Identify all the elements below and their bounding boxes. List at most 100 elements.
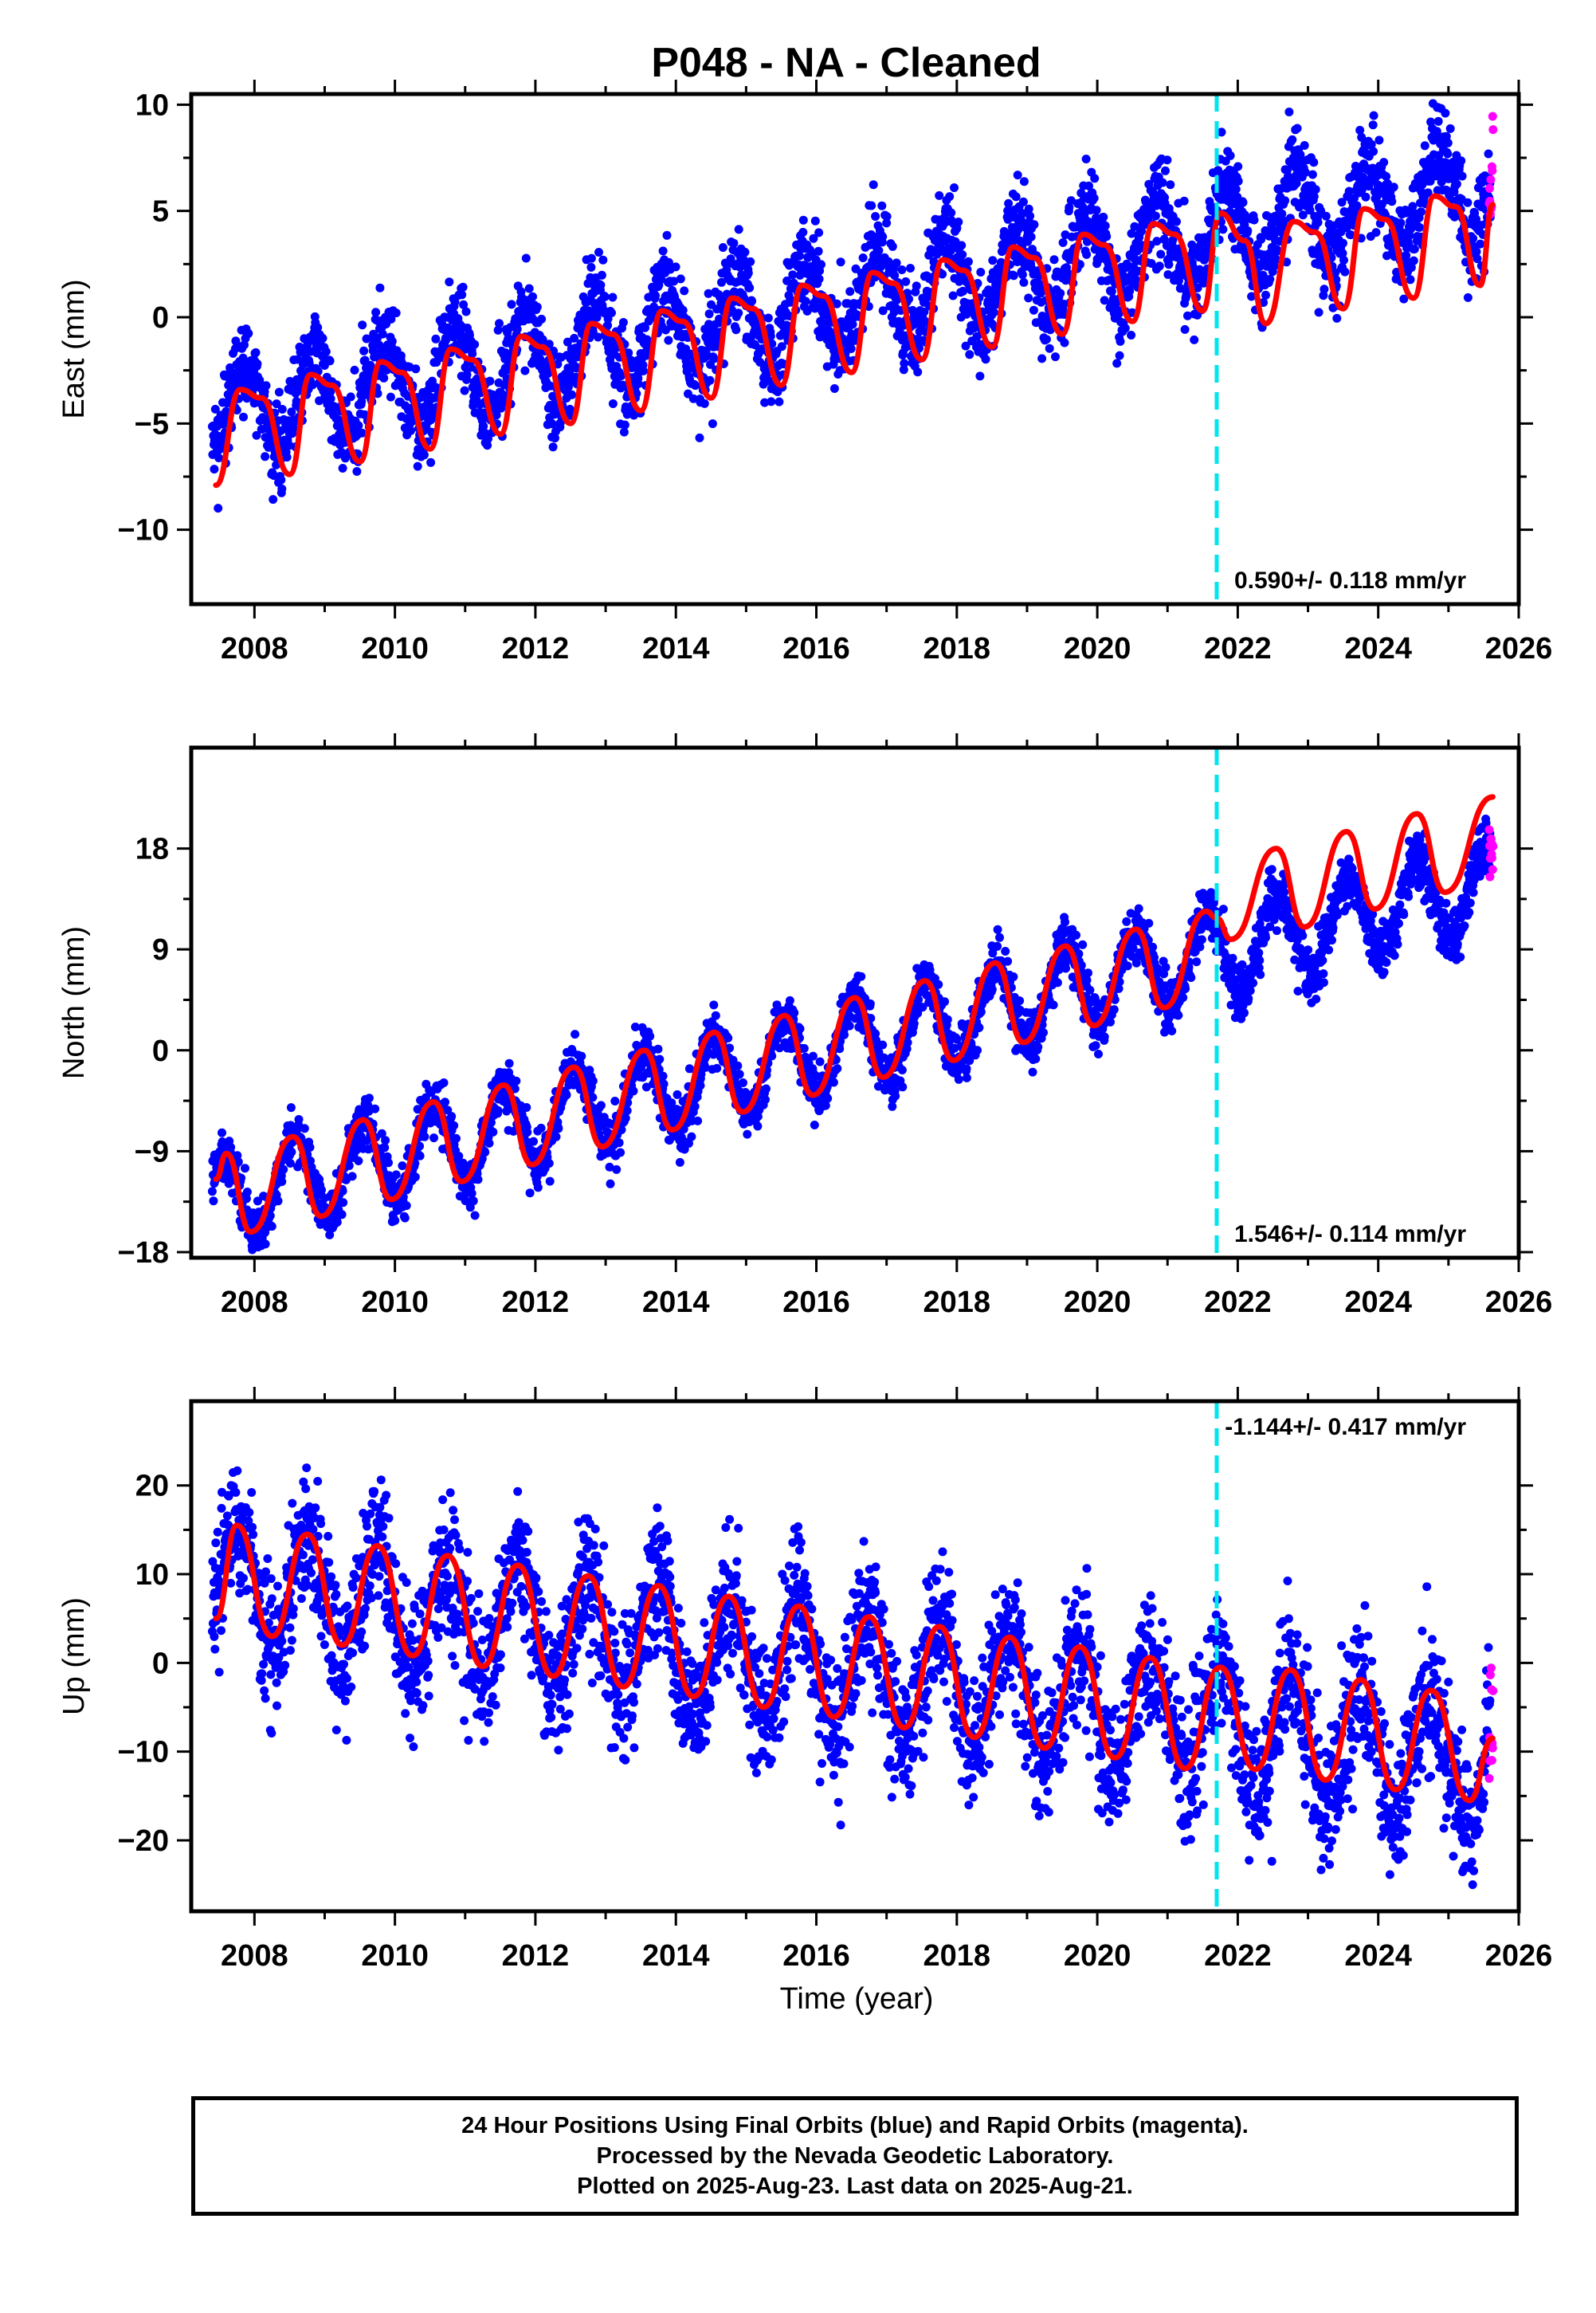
data-point	[1314, 308, 1323, 317]
data-point	[1406, 275, 1415, 285]
data-point	[265, 1211, 275, 1220]
data-point	[267, 1222, 276, 1231]
data-point	[888, 242, 897, 251]
data-point	[1292, 179, 1301, 188]
data-point	[1045, 344, 1054, 353]
data-point	[391, 308, 401, 318]
data-point	[658, 246, 668, 256]
data-point	[945, 192, 955, 202]
data-point	[439, 1078, 449, 1087]
data-point	[655, 1054, 665, 1064]
data-point	[989, 308, 998, 317]
data-point	[1166, 180, 1175, 190]
x-axis-title: Time (year)	[780, 1982, 934, 2016]
rapid-data-point	[1488, 166, 1497, 175]
y-tick-label: 10	[135, 88, 169, 122]
data-point	[537, 314, 547, 324]
data-point	[913, 367, 923, 377]
data-point	[528, 292, 537, 301]
data-point	[871, 212, 880, 221]
data-point	[1457, 171, 1467, 181]
data-point	[743, 1129, 752, 1139]
data-point	[480, 1148, 490, 1157]
data-point	[1272, 245, 1281, 254]
data-point	[690, 1102, 700, 1111]
data-point	[459, 300, 469, 309]
data-point	[338, 1186, 347, 1196]
data-point	[272, 399, 281, 409]
data-point	[554, 1124, 563, 1133]
data-point	[241, 1194, 251, 1204]
rapid-data-point	[1488, 125, 1498, 135]
data-point	[358, 320, 367, 330]
east-plot-area	[207, 99, 1498, 513]
data-point	[1361, 192, 1371, 202]
data-point	[1122, 259, 1131, 269]
data-point	[705, 375, 715, 385]
data-point	[1472, 247, 1481, 257]
data-point	[1355, 125, 1365, 135]
data-point	[1300, 167, 1310, 177]
data-point	[605, 1162, 614, 1172]
data-point	[1372, 192, 1382, 202]
data-point	[1164, 260, 1174, 269]
data-point	[1029, 305, 1038, 315]
data-point	[544, 1159, 554, 1168]
data-point	[810, 1121, 819, 1129]
data-point	[1147, 259, 1156, 268]
data-point	[276, 426, 285, 435]
data-point	[1127, 229, 1136, 238]
data-point	[1417, 207, 1425, 217]
data-point	[570, 333, 579, 343]
data-point	[1233, 176, 1243, 186]
data-point	[347, 1172, 357, 1181]
data-point	[1441, 132, 1451, 141]
data-point	[326, 387, 335, 397]
data-point	[1037, 354, 1047, 363]
data-point	[695, 433, 704, 442]
data-point	[447, 1112, 457, 1121]
data-point	[747, 296, 757, 306]
data-point	[1288, 135, 1297, 144]
data-point	[362, 334, 371, 344]
rapid-data-point	[1486, 175, 1496, 184]
data-point	[1337, 198, 1347, 207]
data-point	[562, 1090, 571, 1100]
data-point	[867, 201, 876, 210]
data-point	[617, 1125, 626, 1134]
data-point	[493, 325, 503, 335]
data-point	[1367, 139, 1376, 149]
data-point	[413, 1105, 422, 1114]
data-point	[371, 1104, 380, 1113]
data-point	[1340, 267, 1350, 277]
data-point	[1163, 270, 1173, 279]
data-point	[325, 356, 335, 366]
data-point	[1233, 162, 1243, 171]
north-plot-area	[207, 794, 1498, 1255]
data-point	[1179, 196, 1189, 206]
data-point	[1172, 217, 1181, 226]
data-point	[1399, 294, 1409, 304]
data-point	[1102, 232, 1112, 242]
data-point	[882, 218, 892, 228]
data-point	[1051, 352, 1060, 362]
data-point	[346, 392, 355, 402]
data-point	[676, 274, 685, 284]
x-tick-label: 2024	[1344, 632, 1412, 666]
data-point	[486, 1117, 496, 1127]
data-point	[1369, 111, 1378, 120]
data-point	[651, 291, 660, 300]
data-point	[1441, 108, 1450, 118]
data-point	[468, 349, 477, 359]
data-point	[1183, 311, 1192, 320]
data-point	[571, 1030, 580, 1039]
data-point	[398, 1161, 407, 1171]
data-point	[276, 475, 286, 485]
data-point	[704, 289, 713, 298]
data-point	[899, 365, 908, 375]
data-point	[594, 248, 603, 257]
data-point	[1081, 155, 1091, 163]
data-point	[253, 359, 262, 368]
data-point	[829, 384, 839, 393]
data-point	[746, 257, 755, 266]
